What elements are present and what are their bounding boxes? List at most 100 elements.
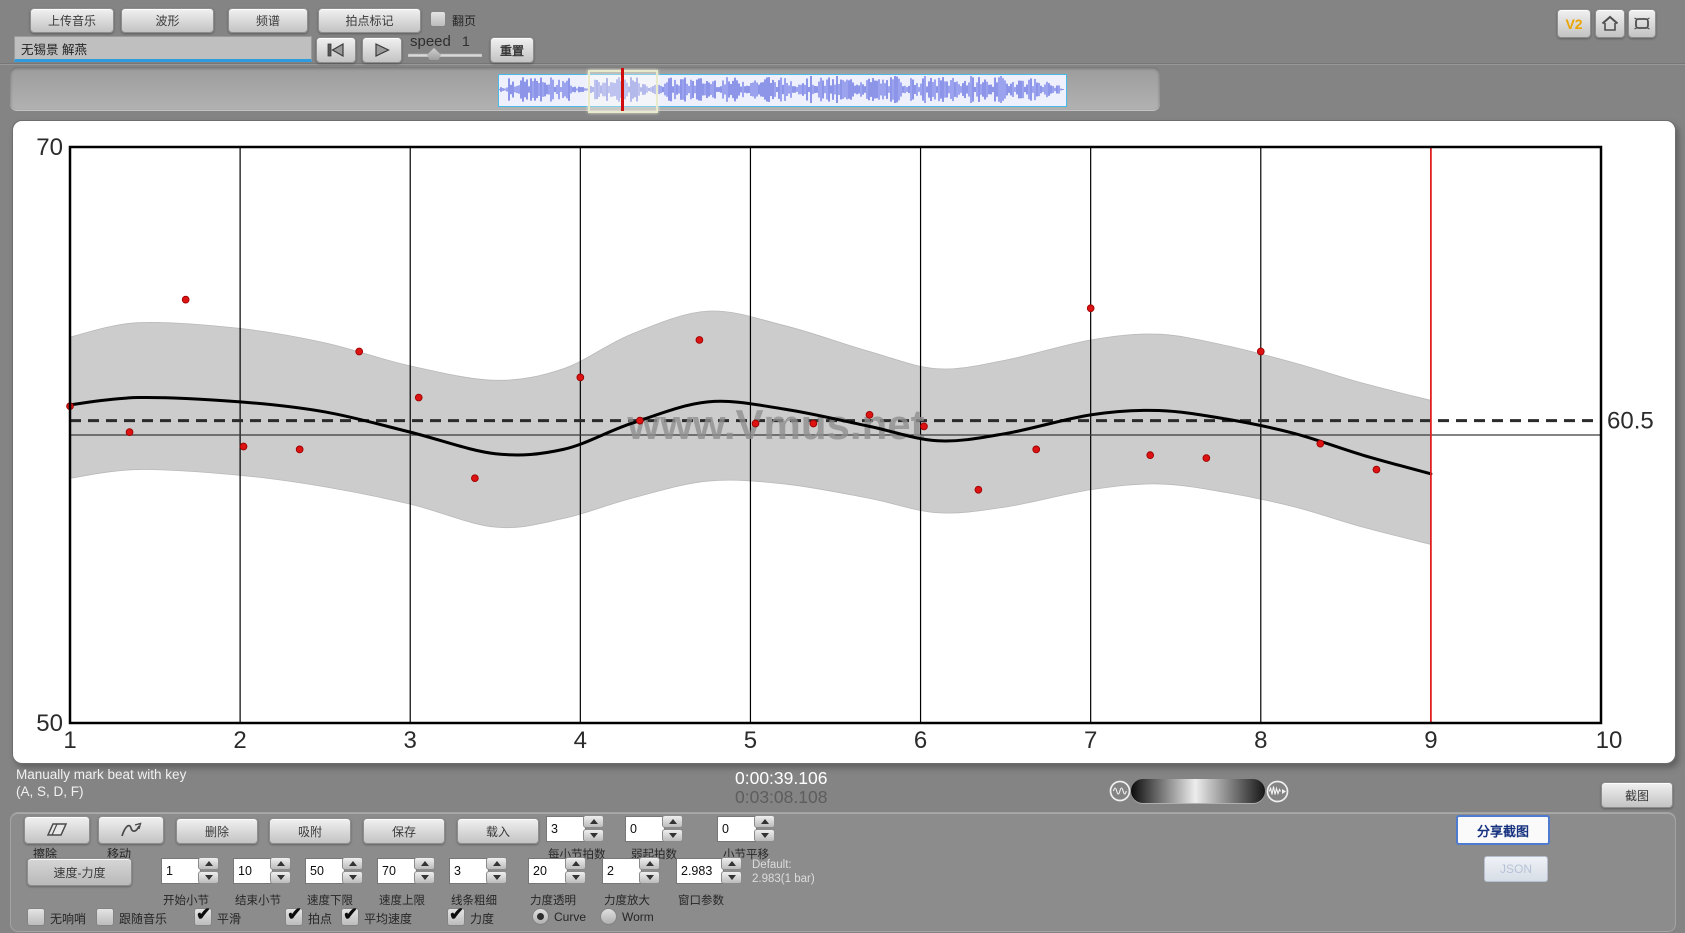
spin-down-icon[interactable] [754, 829, 775, 842]
beat-point[interactable] [974, 485, 983, 494]
dynamics-scale-spinner[interactable]: 2 [602, 858, 642, 884]
beat-point[interactable] [1316, 439, 1325, 448]
beat-point[interactable] [471, 474, 479, 483]
spectrum-view-button[interactable]: 频谱 [228, 8, 308, 33]
tempo-dynamics-button[interactable]: 速度-力度 [27, 858, 132, 886]
home-button[interactable] [1595, 9, 1625, 38]
dynamics-opacity-spin-buttons[interactable] [565, 857, 586, 884]
end-measure-spinner[interactable]: 10 [233, 858, 273, 884]
spin-up-icon[interactable] [486, 857, 507, 870]
beat-point[interactable] [1146, 451, 1155, 460]
beat-point[interactable] [751, 419, 760, 428]
window-param-spin-buttons[interactable] [721, 857, 742, 884]
fullscreen-button[interactable] [1628, 9, 1656, 38]
spin-up-icon[interactable] [639, 857, 660, 870]
delete-button[interactable]: 删除 [176, 818, 258, 844]
worm-radio[interactable] [600, 908, 617, 925]
beat-points-checkbox[interactable] [285, 904, 303, 926]
beat-point[interactable] [125, 428, 134, 436]
snapshot-button[interactable]: 截图 [1601, 782, 1673, 808]
start-measure-spin-buttons[interactable] [198, 857, 219, 884]
load-button[interactable]: 载入 [457, 818, 539, 844]
follow-music-checkbox[interactable] [96, 908, 114, 926]
spin-down-icon[interactable] [486, 871, 507, 884]
spin-up-icon[interactable] [721, 857, 742, 870]
spin-down-icon[interactable] [662, 829, 683, 842]
line-width-spinner[interactable]: 3 [449, 858, 489, 884]
beats-per-measure-spin-buttons[interactable] [583, 815, 604, 842]
spin-up-icon[interactable] [342, 857, 363, 870]
volume-high-button[interactable] [1266, 780, 1289, 808]
spin-down-icon[interactable] [414, 871, 435, 884]
measure-shift-spin-buttons[interactable] [754, 815, 775, 842]
waveform-view-button[interactable]: 波形 [121, 8, 214, 33]
tempo-max-spin-buttons[interactable] [414, 857, 435, 884]
upload-music-button[interactable]: 上传音乐 [30, 8, 114, 33]
tempo-min-spin-buttons[interactable] [342, 857, 363, 884]
line-width-spin-buttons[interactable] [486, 857, 507, 884]
beat-point[interactable] [355, 347, 364, 356]
waveform-playhead[interactable] [621, 68, 624, 111]
spin-down-icon[interactable] [721, 871, 742, 884]
json-export-button[interactable]: JSON [1484, 856, 1548, 882]
beats-per-measure-spinner[interactable]: 3 [546, 816, 586, 842]
spin-up-icon[interactable] [583, 815, 604, 828]
dynamics-scale-spin-buttons[interactable] [639, 857, 660, 884]
spin-down-icon[interactable] [198, 871, 219, 884]
average-tempo-checkbox[interactable] [341, 904, 359, 926]
dynamics-checkbox[interactable] [447, 904, 465, 926]
tempo-min-spinner[interactable]: 50 [305, 858, 345, 884]
spin-up-icon[interactable] [198, 857, 219, 870]
beat-point[interactable] [1086, 304, 1095, 313]
v2-version-button[interactable]: V2 [1557, 9, 1591, 38]
volume-low-button[interactable] [1109, 780, 1131, 807]
measure-shift-spinner[interactable]: 0 [717, 816, 757, 842]
speed-slider-track[interactable] [408, 53, 482, 56]
beat-point[interactable] [414, 393, 423, 402]
share-snapshot-button[interactable]: 分享截图 [1456, 815, 1550, 845]
snap-button[interactable]: 吸附 [269, 818, 351, 844]
tempo-max-spinner[interactable]: 70 [377, 858, 417, 884]
spin-down-icon[interactable] [342, 871, 363, 884]
spin-up-icon[interactable] [414, 857, 435, 870]
spin-up-icon[interactable] [662, 815, 683, 828]
beat-point[interactable] [1372, 465, 1381, 474]
beat-point[interactable] [865, 410, 874, 419]
waveform-display[interactable] [498, 74, 1067, 107]
smooth-checkbox[interactable] [194, 904, 212, 926]
spin-down-icon[interactable] [583, 829, 604, 842]
play-button[interactable] [362, 37, 402, 63]
beat-point[interactable] [1032, 445, 1041, 454]
spin-up-icon[interactable] [754, 815, 775, 828]
curve-radio[interactable] [532, 908, 549, 925]
beat-mark-button[interactable]: 拍点标记 [318, 8, 421, 33]
beat-point[interactable] [239, 442, 248, 451]
spin-down-icon[interactable] [270, 871, 291, 884]
start-measure-spinner[interactable]: 1 [161, 858, 201, 884]
spin-down-icon[interactable] [639, 871, 660, 884]
page-turn-checkbox[interactable] [430, 11, 446, 27]
beat-point[interactable] [695, 336, 704, 344]
beat-point[interactable] [809, 419, 818, 428]
beat-point[interactable] [576, 373, 585, 382]
pickup-beats-spinner[interactable]: 0 [625, 816, 665, 842]
reset-button[interactable]: 重置 [490, 37, 534, 63]
beat-point[interactable] [1256, 347, 1265, 356]
spin-down-icon[interactable] [565, 871, 586, 884]
beat-point[interactable] [636, 416, 644, 425]
end-measure-spin-buttons[interactable] [270, 857, 291, 884]
beat-point[interactable] [295, 445, 304, 454]
move-tool-button[interactable] [98, 816, 164, 844]
save-button[interactable]: 保存 [363, 818, 445, 844]
dynamics-opacity-spinner[interactable]: 20 [528, 858, 568, 884]
erase-tool-button[interactable] [24, 816, 90, 844]
song-title-input[interactable] [14, 36, 312, 62]
volume-slider[interactable] [1131, 779, 1265, 803]
spin-up-icon[interactable] [270, 857, 291, 870]
no-whistle-checkbox[interactable] [27, 908, 45, 926]
beat-point[interactable] [181, 295, 190, 304]
pickup-beats-spin-buttons[interactable] [662, 815, 683, 842]
spin-up-icon[interactable] [565, 857, 586, 870]
beat-point[interactable] [920, 422, 928, 431]
window-param-spinner[interactable]: 2.983 [676, 858, 724, 884]
